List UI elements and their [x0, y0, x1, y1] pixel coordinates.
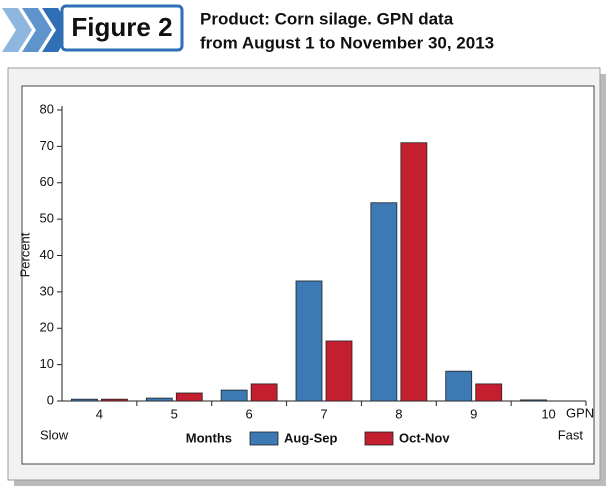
y-tick-label: 40 — [40, 247, 54, 262]
y-tick-label: 50 — [40, 211, 54, 226]
bar — [370, 202, 398, 402]
bar — [250, 383, 278, 402]
y-axis-label: Percent — [17, 232, 32, 277]
chart-panel — [21, 85, 595, 465]
bar — [220, 389, 248, 402]
x-unit-label: GPN — [566, 405, 594, 420]
bar — [71, 398, 98, 402]
bar — [295, 280, 323, 402]
bar — [400, 142, 428, 402]
y-tick-label: 10 — [40, 356, 54, 371]
chevron — [2, 8, 32, 52]
legend-title: Months — [186, 430, 232, 445]
bar — [145, 397, 173, 402]
chart-title: from August 1 to November 30, 2013 — [200, 33, 494, 52]
legend-label: Oct-Nov — [399, 430, 450, 445]
bar — [520, 399, 547, 402]
figure-badge — [60, 4, 184, 52]
x-tick-label: 9 — [470, 406, 477, 421]
chart-title: Product: Corn silage. GPN data — [200, 9, 454, 28]
chevron — [22, 8, 52, 52]
x-tick-label: 4 — [96, 406, 103, 421]
bar — [175, 392, 203, 402]
y-tick-label: 70 — [40, 138, 54, 153]
bar — [325, 340, 353, 402]
x-end-label: Fast — [558, 427, 584, 442]
y-tick-label: 30 — [40, 283, 54, 298]
y-tick-label: 20 — [40, 320, 54, 335]
x-tick-label: 10 — [541, 406, 555, 421]
figure-label: Figure 2 — [71, 12, 172, 42]
legend-swatch — [249, 431, 279, 446]
bar — [445, 370, 473, 402]
bar — [475, 383, 503, 402]
x-start-label: Slow — [40, 427, 69, 442]
y-tick-label: 80 — [40, 101, 54, 116]
x-tick-label: 8 — [395, 406, 402, 421]
x-tick-label: 5 — [171, 406, 178, 421]
legend-label: Aug-Sep — [284, 430, 338, 445]
x-tick-label: 7 — [320, 406, 327, 421]
legend-swatch — [364, 431, 394, 446]
bar — [101, 398, 128, 402]
y-tick-label: 60 — [40, 174, 54, 189]
y-tick-label: 0 — [47, 392, 54, 407]
x-tick-label: 6 — [246, 406, 253, 421]
